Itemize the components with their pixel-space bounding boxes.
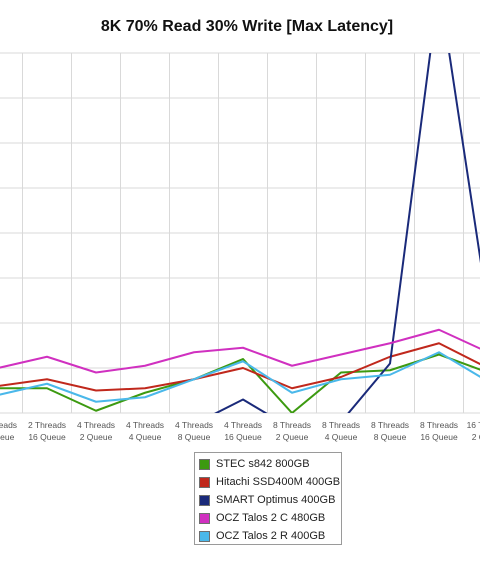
legend-label: STEC s842 800GB [216, 458, 310, 470]
x-tick-label: 2 Threads 16 Queue [28, 420, 66, 442]
legend-label: Hitachi SSD400M 400GB [216, 476, 341, 488]
legend-swatch [199, 530, 210, 542]
legend-label: SMART Optimus 400GB [216, 494, 336, 506]
legend-swatch [199, 512, 210, 524]
x-tick-label: 8 Threads 16 Queue [420, 420, 458, 442]
x-tick-label: 4 Threads 8 Queue [175, 420, 213, 442]
x-tick-label: 8 Threads 2 Queue [273, 420, 311, 442]
legend-item: Hitachi SSD400M 400GB [199, 473, 341, 491]
legend-item: OCZ Talos 2 C 480GB [199, 509, 337, 527]
legend-item: OCZ Talos 2 R 400GB [199, 527, 337, 545]
legend-swatch [199, 494, 210, 506]
legend-label: OCZ Talos 2 R 400GB [216, 530, 326, 542]
legend-label: OCZ Talos 2 C 480GB [216, 512, 326, 524]
series-lines [0, 53, 480, 413]
x-tick-label: 8 Threads 8 Queue [371, 420, 409, 442]
x-tick-label: 4 Threads 2 Queue [77, 420, 115, 442]
grid [0, 52, 480, 414]
legend-swatch [199, 476, 210, 488]
x-tick-label: 4 Threads 4 Queue [126, 420, 164, 442]
legend-item: SMART Optimus 400GB [199, 491, 337, 509]
legend-item: STEC s842 800GB [199, 455, 337, 473]
x-tick-label: 8 Threads 4 Queue [322, 420, 360, 442]
chart-legend: STEC s842 800GB Hitachi SSD400M 400GB SMAR… [194, 452, 342, 545]
chart-title: 8K 70% Read 30% Write [Max Latency] [100, 18, 394, 35]
legend-swatch [199, 458, 210, 470]
x-tick-label: 4 Threads 16 Queue [224, 420, 262, 442]
